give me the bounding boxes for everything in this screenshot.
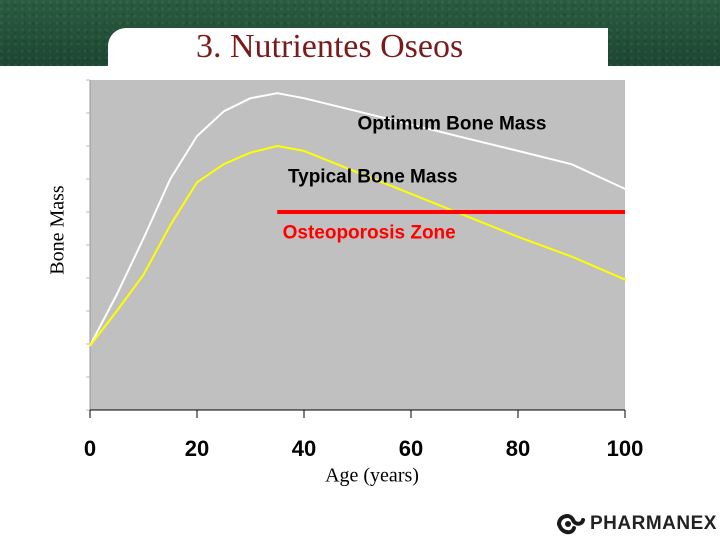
x-tick-label: 20 bbox=[185, 436, 209, 461]
x-tick-label: 0 bbox=[84, 436, 96, 461]
slide-title: 3. Nutrientes Oseos bbox=[196, 28, 464, 65]
optimum-bone-mass-line bbox=[89, 92, 626, 347]
x-tick-label: 100 bbox=[607, 436, 644, 461]
logo-text: PHARMANEX bbox=[590, 513, 717, 534]
x-tick-label: 60 bbox=[399, 436, 423, 461]
title-box bbox=[108, 28, 608, 68]
typical-bone-mass-line bbox=[89, 145, 626, 347]
x-tick-label: 40 bbox=[292, 436, 316, 461]
y-axis bbox=[86, 79, 91, 411]
annotation-layer: Optimum Bone Mass Typical Bone Mass Osteop… bbox=[283, 114, 547, 244]
plot-area bbox=[90, 80, 625, 410]
annotation-label: Osteoporosis Zone bbox=[283, 222, 456, 243]
annotation-label: Typical Bone Mass bbox=[288, 166, 458, 187]
x-axis: 0 20 40 60 80 100 bbox=[84, 409, 644, 461]
y-axis-label: Bone Mass bbox=[46, 185, 69, 275]
series-layer bbox=[89, 92, 626, 347]
pharmanex-logo-icon bbox=[557, 514, 585, 535]
x-tick-label: 80 bbox=[506, 436, 530, 461]
x-axis-label: Age (years) bbox=[325, 464, 419, 487]
pharmanex-logo: PHARMANEX bbox=[556, 510, 717, 538]
annotation-label: Optimum Bone Mass bbox=[358, 114, 547, 135]
